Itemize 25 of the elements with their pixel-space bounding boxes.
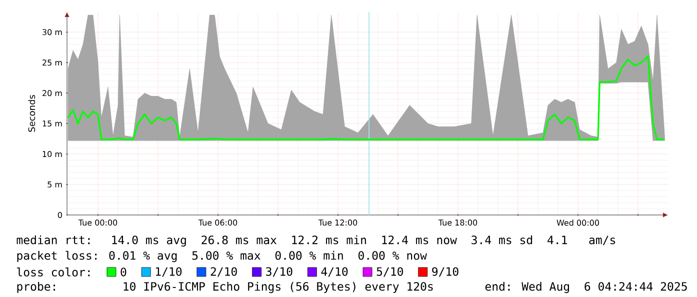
y-tick-label: 15 m — [42, 120, 62, 127]
text: probe: 10 IPv6-ICMP Echo Pings (56 Bytes) every 120s — [17, 282, 433, 294]
x-tick-label: Tue 06:00 — [198, 220, 238, 226]
x-tick-label: Tue 12:00 — [318, 220, 358, 226]
y-tick-label: 0 — [58, 212, 62, 218]
text: packet loss: 0.01 % avg 5.00 % max 0.00 % min 0.00 % now — [17, 250, 427, 262]
x-tick-label: Tue 00:00 — [78, 220, 118, 226]
y-tick-label: 10 m — [42, 151, 62, 158]
y-tick-label: 30 m — [42, 29, 62, 36]
legend-label: 0 — [120, 268, 126, 276]
legend-label: 9/10 — [432, 267, 458, 277]
legend-label: 3/10 — [266, 267, 292, 277]
x-tick-label: Wed 00:00 — [556, 220, 599, 226]
y-tick-label: 20 m — [42, 90, 62, 96]
y-tick-label: 5 m — [48, 182, 62, 188]
legend-title: loss color: — [17, 268, 90, 276]
legend-label: 5/10 — [376, 267, 403, 277]
x-tick-label: Tue 18:00 — [438, 220, 478, 226]
legend-label: 2/10 — [210, 267, 237, 277]
y-tick-label: 25 m — [42, 60, 62, 66]
legend-label: 1/10 — [156, 267, 182, 277]
y-axis-title: Seconds — [28, 95, 36, 132]
legend-label: 4/10 — [321, 267, 348, 277]
text: end: Wed Aug 6 04:24:44 2025 — [485, 282, 687, 294]
text: median rtt: 14.0 ms avg 26.8 ms max 12.2 ms min 12.4 ms now 3.4 ms sd 4.1 am/s — [16, 235, 616, 247]
